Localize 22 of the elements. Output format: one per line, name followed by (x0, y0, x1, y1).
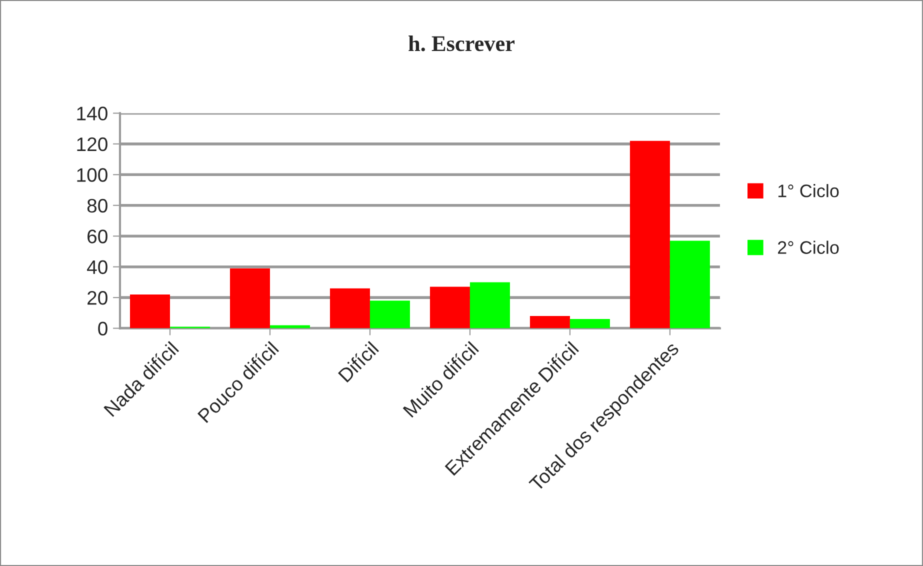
y-tick-label: 80 (87, 198, 108, 213)
legend-label: 1° Ciclo (778, 184, 839, 198)
y-tick-label: 100 (77, 168, 108, 182)
y-tick-label: 60 (88, 230, 108, 244)
bar (570, 319, 610, 328)
bar (330, 288, 370, 328)
bar (530, 316, 570, 328)
chart-title: h. Escrever (408, 36, 515, 52)
bar (230, 268, 270, 328)
bar (630, 140, 670, 328)
y-tick-label: 0 (98, 322, 108, 336)
y-tick-label: 120 (77, 137, 108, 152)
bar (430, 286, 470, 328)
bar (130, 294, 170, 328)
bar (370, 300, 410, 328)
bar (470, 282, 510, 328)
bar (270, 325, 310, 328)
legend-label: 2° Ciclo (778, 240, 839, 254)
y-tick-label: 140 (77, 106, 108, 120)
bar (670, 240, 710, 328)
y-tick-label: 40 (87, 260, 108, 274)
y-tick-label: 20 (88, 291, 108, 305)
